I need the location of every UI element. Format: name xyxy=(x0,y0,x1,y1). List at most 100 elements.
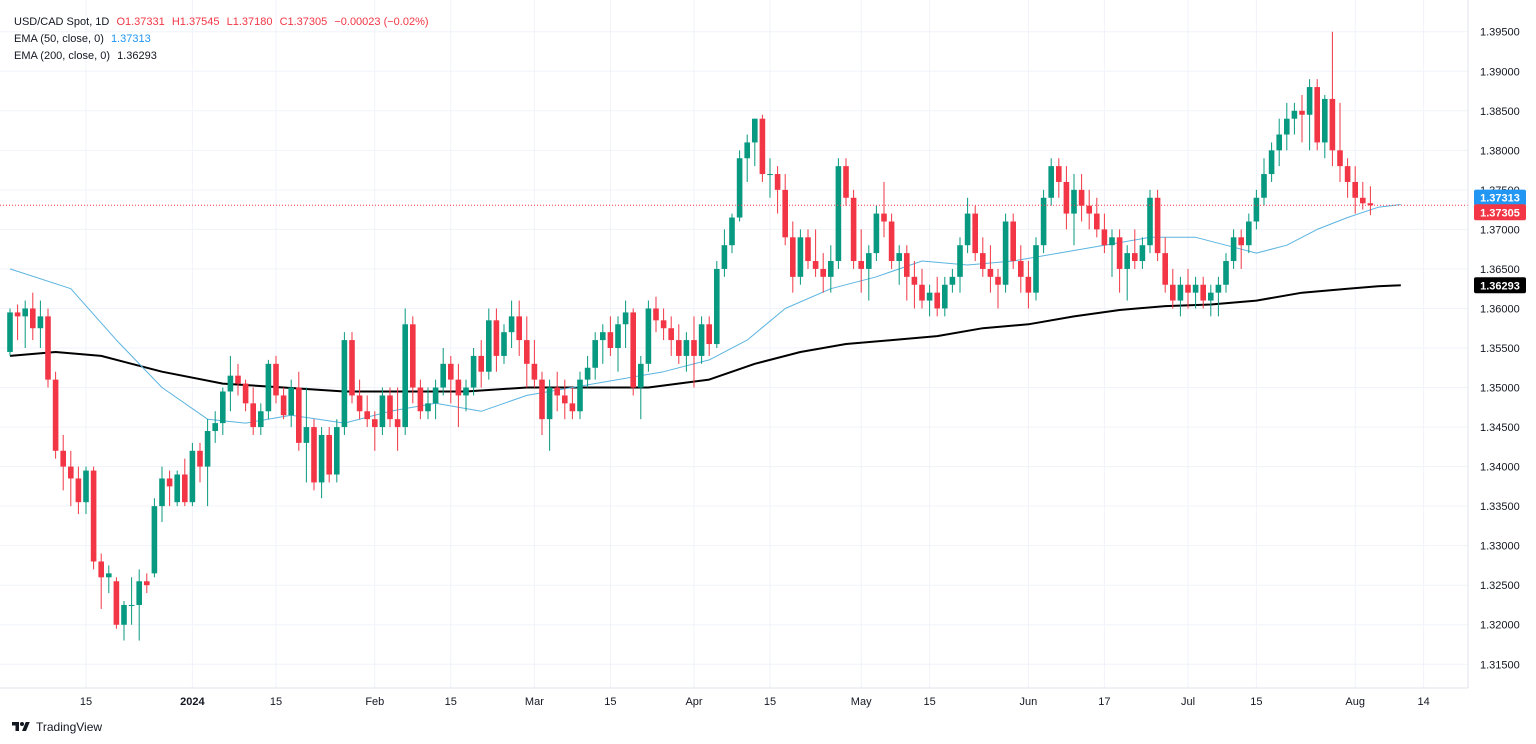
candle-body xyxy=(463,387,469,396)
time-tick-label: Jul xyxy=(1181,696,1195,708)
candle-body xyxy=(858,261,864,269)
candle-body xyxy=(1367,203,1374,206)
candle-body xyxy=(448,363,454,380)
candle-body xyxy=(166,478,173,487)
candle-body xyxy=(189,450,196,503)
candle-body xyxy=(653,308,659,321)
legend-symbol-row: USD/CAD Spot, 1D O1.37331 H1.37545 L1.37… xyxy=(14,14,433,31)
price-tick-label: 1.38500 xyxy=(1480,106,1520,118)
candle-body xyxy=(410,324,416,388)
candle-body xyxy=(265,363,272,412)
candle-body xyxy=(987,268,994,277)
ema50-label: EMA (50, close, 0) xyxy=(14,33,104,45)
candle-body xyxy=(600,332,606,341)
candle-body xyxy=(584,367,591,380)
candle-body xyxy=(1238,237,1244,246)
candle-body xyxy=(68,466,74,479)
candle-body xyxy=(493,320,500,356)
candle-body xyxy=(1018,261,1024,277)
candle-body xyxy=(121,604,127,625)
candle-body xyxy=(501,332,507,356)
time-tick-label: Aug xyxy=(1345,696,1365,708)
candle-body xyxy=(212,423,218,432)
candle-body xyxy=(546,387,553,420)
price-tick-label: 1.36000 xyxy=(1480,303,1520,315)
candle-body xyxy=(881,213,887,222)
tradingview-brand[interactable]: TradingView xyxy=(10,720,102,734)
candle-body xyxy=(1268,150,1275,175)
candle-body xyxy=(106,573,112,578)
candle-body xyxy=(828,261,834,277)
candle-body xyxy=(1208,292,1214,301)
candle-body xyxy=(1109,237,1115,246)
candle-body xyxy=(759,118,766,175)
candle-body xyxy=(387,395,393,420)
time-axis[interactable]: 15 2024 15 Feb 15 Mar 15 Apr 15 May 15 Jun 17 Jul 15 Au… xyxy=(0,687,1468,708)
price-tick-label: 1.31500 xyxy=(1480,659,1520,671)
candle-body xyxy=(866,253,872,269)
close-value: C1.37305 xyxy=(279,16,328,28)
candle-body xyxy=(949,276,956,285)
candle-body xyxy=(1048,166,1054,198)
tradingview-logo-icon xyxy=(12,722,30,731)
candle-body xyxy=(273,363,279,396)
candle-body xyxy=(1192,284,1199,293)
ema200-price-badge xyxy=(1474,277,1526,294)
candle-body xyxy=(1261,174,1267,198)
ema200-line xyxy=(9,284,1401,393)
legend-ema50-row[interactable]: EMA (50, close, 0) 1.37313 xyxy=(14,31,433,48)
candle-body xyxy=(486,320,492,372)
candle-body xyxy=(1086,205,1092,214)
time-tick-label: May xyxy=(851,696,872,708)
brand-name: TradingView xyxy=(36,720,103,734)
candle-body xyxy=(706,324,712,345)
candle-body xyxy=(1170,284,1176,301)
candle-body xyxy=(1078,189,1085,206)
candle-body xyxy=(417,387,424,412)
candle-body xyxy=(432,387,439,404)
candle-body xyxy=(1147,197,1153,246)
price-tick-label: 1.33500 xyxy=(1480,501,1520,513)
candle-body xyxy=(660,320,667,329)
time-tick-label: 15 xyxy=(604,696,616,708)
candle-body xyxy=(22,308,28,317)
candle-body xyxy=(280,395,287,416)
candle-body xyxy=(964,213,971,246)
symbol-title[interactable]: USD/CAD Spot, 1D xyxy=(14,16,110,28)
candle-body xyxy=(1230,237,1237,262)
candle-body xyxy=(592,340,598,368)
candle-body xyxy=(790,237,796,277)
price-tick-label: 1.39500 xyxy=(1480,27,1520,39)
candle-body xyxy=(60,450,66,467)
candle-body xyxy=(1223,261,1229,285)
candle-body xyxy=(1154,197,1161,254)
price-axis[interactable]: 1.395001.390001.385001.380001.375001.370… xyxy=(1467,0,1526,688)
candle-body xyxy=(980,253,986,269)
candle-body xyxy=(326,434,332,475)
candle-body xyxy=(774,174,781,190)
candle-body xyxy=(83,470,89,503)
candle-body xyxy=(524,340,530,364)
legend-ema200-row[interactable]: EMA (200, close, 0) 1.36293 xyxy=(14,48,433,65)
candle-body xyxy=(615,324,621,348)
candle-body xyxy=(569,403,576,412)
candle-body xyxy=(204,431,211,467)
ema50-price-text: 1.37313 xyxy=(1480,193,1520,205)
candle-body xyxy=(577,379,583,412)
time-tick-label: 15 xyxy=(80,696,92,708)
candle-body xyxy=(45,316,51,380)
candle-body xyxy=(508,316,515,333)
ema50-price-badge xyxy=(1474,189,1526,206)
candle-body xyxy=(676,340,682,356)
candle-body xyxy=(98,561,104,578)
candle-body xyxy=(668,328,674,341)
time-tick-label: 15 xyxy=(923,696,935,708)
candle-body xyxy=(1056,166,1062,182)
candle-body xyxy=(174,474,180,503)
ema50-value: 1.37313 xyxy=(110,33,151,45)
candle-body xyxy=(235,375,241,384)
candle-body xyxy=(812,261,819,269)
ema200-label: EMA (200, close, 0) xyxy=(14,50,110,62)
ema200-value: 1.36293 xyxy=(117,50,157,62)
